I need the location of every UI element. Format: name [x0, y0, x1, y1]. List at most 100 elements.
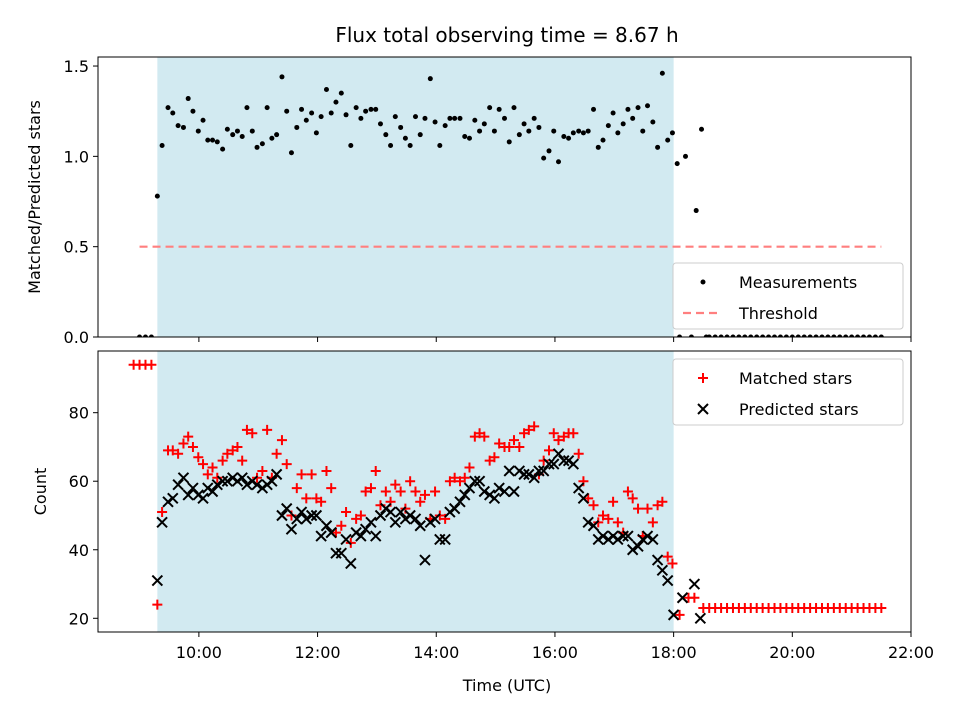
measurements-point — [259, 141, 265, 147]
matched-stars-point — [657, 496, 668, 507]
matched-stars-point — [232, 441, 243, 452]
y-tick-label: 40 — [69, 541, 89, 560]
measurements-point — [511, 105, 517, 111]
measurements-point — [712, 334, 718, 337]
measurements-point — [377, 121, 383, 127]
matched-stars-point — [222, 448, 233, 459]
matched-stars-point — [405, 476, 416, 487]
measurements-point — [772, 334, 778, 337]
measurements-point — [323, 87, 329, 93]
predicted-stars-point — [572, 482, 585, 494]
measurements-point — [318, 114, 324, 120]
predicted-stars-point — [182, 489, 194, 501]
legend-threshold-label: Threshold — [738, 304, 818, 323]
predicted-stars-point — [429, 513, 441, 525]
matched-stars-point — [548, 428, 559, 439]
measurements-point — [677, 334, 683, 337]
measurements-point — [551, 128, 557, 134]
predicted-stars-point — [276, 509, 288, 522]
predicted-stars-point — [469, 475, 481, 487]
predicted-stars-point — [325, 526, 337, 539]
measurements-point — [195, 128, 201, 134]
predicted-stars-point — [688, 578, 701, 590]
matched-stars-point — [173, 448, 184, 459]
predicted-stars-point — [528, 472, 540, 484]
matched-stars-point — [647, 517, 658, 528]
matched-stars-point — [380, 486, 391, 497]
measurements-point — [442, 123, 448, 129]
plot-area — [128, 359, 887, 625]
matched-stars-point — [489, 452, 500, 463]
predicted-stars-point — [310, 509, 323, 522]
count-panel: 20 40 60 80 10:00 12:00 14:00 16:00 18:00 20:00 22… — [31, 350, 934, 662]
predicted-stars-point — [612, 533, 624, 546]
matched-stars-point — [395, 486, 406, 497]
measurements-point — [724, 334, 730, 337]
measurements-point — [254, 144, 260, 150]
matched-stars-point — [612, 517, 623, 528]
measurements-point — [368, 106, 374, 112]
chart-title: Flux total observing time = 8.67 h — [335, 23, 678, 47]
predicted-stars-point — [478, 485, 491, 498]
matched-stars-point — [662, 551, 673, 562]
measurements-point — [190, 108, 196, 114]
predicted-stars-point — [197, 492, 209, 505]
measurements-point — [831, 334, 837, 337]
measurements-point — [348, 143, 354, 149]
matched-stars-point — [674, 609, 685, 620]
measurements-point — [872, 334, 878, 337]
predicted-stars-point — [281, 502, 293, 515]
measurements-point — [783, 334, 789, 337]
predicted-stars-point — [355, 530, 367, 542]
measurements-point — [234, 128, 240, 134]
predicted-stars-point — [694, 612, 707, 625]
matched-stars-point — [187, 441, 198, 452]
predicted-stars-point — [622, 530, 634, 542]
measurements-point — [699, 126, 705, 132]
predicted-stars-point — [211, 478, 223, 491]
x-tick-label: 12:00 — [295, 643, 341, 662]
matched-stars-point — [301, 493, 312, 504]
measurements-point — [447, 115, 453, 121]
measurements-point — [585, 128, 591, 134]
predicted-stars-point — [384, 506, 397, 518]
predicted-stars-point — [459, 489, 471, 501]
measurements-point — [760, 334, 766, 337]
measurements-point — [422, 115, 428, 121]
matched-stars-point — [544, 445, 555, 456]
measurements-point — [288, 150, 294, 156]
predicted-stars-point — [617, 530, 629, 542]
measurements-point — [655, 144, 661, 150]
matched-stars-point — [689, 592, 700, 603]
legend-box — [672, 262, 904, 330]
measurements-point — [154, 193, 160, 199]
predicted-stars-point — [503, 465, 515, 477]
measurements-point — [333, 99, 339, 105]
measurements-point — [546, 148, 552, 154]
legend-predicted-stars-marker — [697, 403, 709, 415]
measurements-point — [795, 334, 801, 337]
measurements-point — [682, 153, 688, 159]
x-tick-label: 16:00 — [532, 643, 578, 662]
predicted-stars-point — [187, 482, 199, 494]
measurements-point — [645, 103, 651, 109]
measurements-point — [383, 132, 389, 138]
measurements-point — [373, 106, 379, 112]
predicted-stars-point — [359, 523, 372, 535]
measurements-point — [220, 146, 226, 152]
matched-stars-point — [479, 431, 490, 442]
measurements-point — [462, 133, 468, 139]
predicted-stars-point — [251, 478, 263, 491]
matched-stars-point — [370, 465, 381, 476]
measurements-point — [388, 143, 394, 149]
measurements-point — [274, 132, 280, 138]
matched-stars-point — [459, 472, 470, 483]
y-tick-label: 0.5 — [64, 238, 89, 257]
predicted-stars-point — [151, 574, 164, 587]
predicted-stars-point — [597, 530, 609, 542]
predicted-stars-point — [632, 540, 644, 553]
predicted-stars-point — [365, 516, 377, 529]
measurements-point — [392, 114, 398, 120]
measurements-point — [813, 334, 819, 337]
matched-stars-point — [237, 455, 248, 466]
